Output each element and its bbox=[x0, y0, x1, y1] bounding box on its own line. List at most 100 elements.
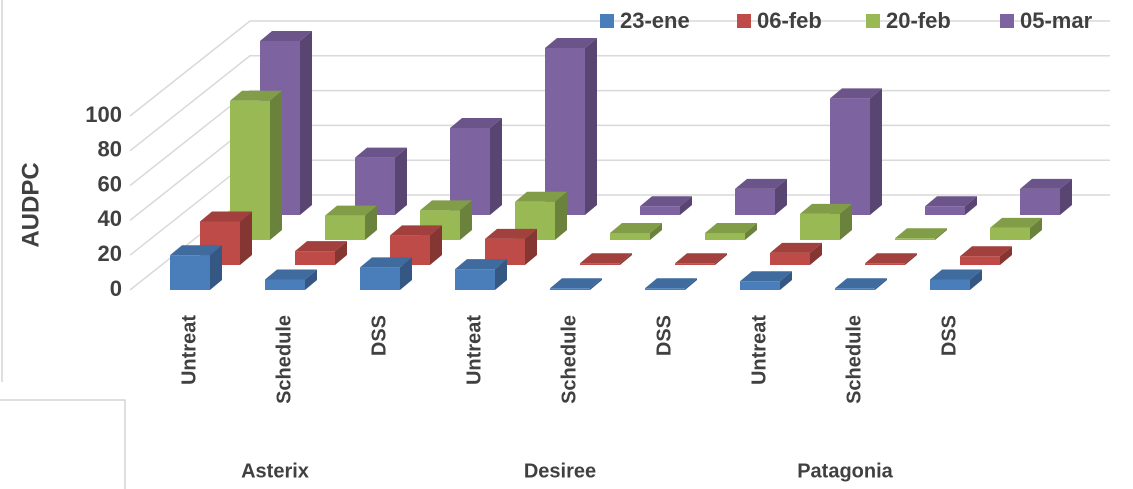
bar-front bbox=[770, 252, 810, 265]
bar-top bbox=[865, 253, 917, 264]
bar-top bbox=[740, 271, 792, 282]
bar-side bbox=[300, 31, 312, 215]
bar-top bbox=[645, 278, 697, 289]
bar-side bbox=[240, 211, 252, 265]
bar bbox=[675, 253, 727, 265]
bar bbox=[865, 253, 917, 265]
bar-side bbox=[555, 191, 567, 240]
bar bbox=[645, 278, 697, 290]
bar-side bbox=[870, 88, 882, 215]
bar-side bbox=[490, 118, 502, 215]
x-tick-label: Schedule bbox=[558, 315, 580, 404]
bar-front bbox=[865, 263, 905, 265]
bar-top bbox=[830, 88, 882, 99]
legend-swatch bbox=[866, 14, 880, 28]
legend-label: 20-feb bbox=[886, 8, 951, 33]
bar-front bbox=[835, 288, 875, 290]
group-label: Asterix bbox=[241, 460, 309, 482]
bar-side bbox=[525, 228, 537, 265]
bar-front bbox=[265, 279, 305, 290]
legend-label: 06-feb bbox=[757, 8, 822, 33]
x-tick-label: DSS bbox=[368, 315, 390, 356]
bar-side bbox=[715, 253, 727, 265]
bar-top bbox=[895, 228, 947, 239]
x-tick-label: Schedule bbox=[843, 315, 865, 404]
group-label: Patagonia bbox=[797, 460, 893, 482]
bar bbox=[485, 228, 537, 265]
legend-swatch bbox=[737, 14, 751, 28]
bar bbox=[735, 178, 787, 215]
y-tick-label: 20 bbox=[98, 241, 122, 266]
bar-top bbox=[610, 223, 662, 234]
bar-top bbox=[770, 242, 822, 253]
bar-side bbox=[935, 228, 947, 240]
bar bbox=[230, 90, 282, 240]
bar-top bbox=[260, 31, 312, 41]
bar-top bbox=[200, 211, 252, 222]
bar bbox=[355, 147, 407, 215]
bar-side bbox=[685, 278, 697, 290]
bar bbox=[770, 242, 822, 265]
bar-side bbox=[430, 225, 442, 265]
bar bbox=[610, 223, 662, 240]
bar-side bbox=[780, 271, 792, 290]
grid-line bbox=[129, 55, 1110, 152]
x-tick-label: DSS bbox=[653, 315, 675, 356]
bar-front bbox=[360, 267, 400, 290]
bar-top bbox=[325, 205, 377, 216]
bar-side bbox=[585, 37, 597, 216]
bar-front bbox=[230, 100, 270, 240]
bar bbox=[830, 88, 882, 215]
bar-side bbox=[210, 245, 222, 290]
bar-front bbox=[1020, 188, 1060, 215]
bar-front bbox=[325, 215, 365, 240]
bar-top bbox=[705, 223, 757, 234]
bar-side bbox=[590, 278, 602, 290]
bar-front bbox=[550, 288, 590, 290]
bar-top bbox=[230, 90, 282, 101]
bar-front bbox=[895, 238, 935, 240]
bar bbox=[545, 37, 597, 216]
bar-front bbox=[295, 251, 335, 265]
bar-side bbox=[965, 196, 977, 215]
legend-label: 05-mar bbox=[1020, 8, 1093, 33]
bar-side bbox=[905, 253, 917, 265]
bar bbox=[705, 223, 757, 240]
bar bbox=[450, 118, 502, 215]
bar-front bbox=[580, 263, 620, 265]
bar-top bbox=[960, 246, 1012, 257]
bar-top bbox=[800, 203, 852, 214]
bar-front bbox=[640, 206, 680, 215]
bar-front bbox=[545, 47, 585, 216]
bar-top bbox=[835, 278, 887, 289]
bar-front bbox=[450, 128, 490, 215]
bar-front bbox=[170, 255, 210, 290]
bar bbox=[550, 278, 602, 290]
bar-front bbox=[355, 157, 395, 215]
bar-front bbox=[990, 227, 1030, 240]
bar bbox=[925, 196, 977, 215]
panel-border bbox=[0, 399, 126, 489]
bar-side bbox=[1000, 246, 1012, 265]
bar-top bbox=[1020, 178, 1072, 189]
bar-side bbox=[270, 90, 282, 240]
bar bbox=[640, 196, 692, 215]
bar-side bbox=[1030, 217, 1042, 240]
bar-top bbox=[450, 118, 502, 128]
bar-front bbox=[610, 233, 650, 240]
x-tick-label: DSS bbox=[938, 315, 960, 356]
bar bbox=[990, 217, 1042, 240]
bar-top bbox=[265, 269, 317, 280]
bar-top bbox=[485, 228, 537, 239]
bar-side bbox=[400, 257, 412, 290]
bar-front bbox=[485, 238, 525, 265]
bar-front bbox=[930, 279, 970, 290]
bar bbox=[360, 257, 412, 290]
bar-top bbox=[735, 178, 787, 189]
bar-side bbox=[395, 147, 407, 215]
bar-top bbox=[990, 217, 1042, 228]
y-tick-label: 0 bbox=[110, 276, 122, 301]
bar-front bbox=[960, 256, 1000, 265]
bar-front bbox=[705, 233, 745, 240]
